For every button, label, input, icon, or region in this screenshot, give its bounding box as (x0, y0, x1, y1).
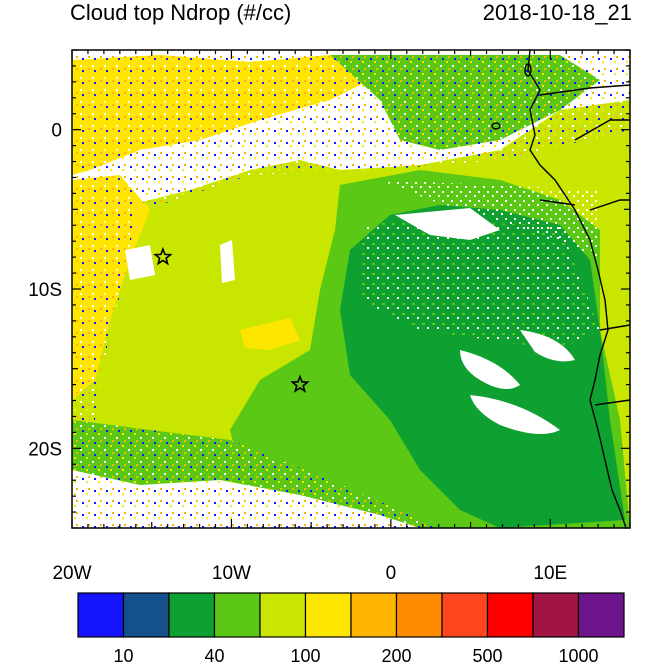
lon-label: 20W (52, 563, 91, 584)
star-marker-site-b (290, 374, 310, 393)
colorbar-label: 200 (381, 646, 411, 666)
star-marker-site-a (153, 246, 173, 266)
field-core-speckle (360, 220, 600, 350)
site-markers (153, 246, 310, 393)
map-timestamp: 2018-10-18_21 (482, 0, 632, 25)
colorbar-label: 100 (290, 646, 320, 666)
ndrop-field (72, 50, 630, 528)
colorbar-swatch (77, 592, 125, 638)
axis-ticks (71, 49, 631, 529)
map-title: Cloud top Ndrop (#/cc) (70, 0, 292, 25)
yellow-patch-west (240, 318, 300, 350)
colorbar-swatch (168, 592, 216, 638)
colorbar-label: 40 (204, 646, 224, 666)
lon-label: 10W (212, 563, 251, 584)
cloudfree-swirl-3 (520, 330, 575, 362)
coastline (491, 50, 630, 528)
axis-labels: 20W 10W 0 10E 0 10S 20S (28, 121, 567, 584)
colorbar: 10 40 100 200 500 1000 (77, 592, 625, 666)
colorbar-swatch (486, 592, 534, 638)
field-north-speckle (72, 50, 630, 220)
lat-label: 20S (28, 439, 62, 460)
colorbar-swatch (350, 592, 398, 638)
colorbar-swatch (213, 592, 261, 638)
cloudfree-patch (395, 208, 500, 240)
lon-label: 0 (386, 563, 397, 584)
colorbar-swatch (577, 592, 625, 638)
cloudfree-swirl-2 (470, 395, 560, 434)
field-west-speckle (72, 170, 135, 430)
lat-label: 0 (51, 121, 62, 142)
colorbar-label: 10 (113, 646, 133, 666)
colorbar-swatch (441, 592, 489, 638)
colorbar-label: 500 (472, 646, 502, 666)
white-speckle (380, 180, 600, 260)
lon-label: 10E (533, 563, 567, 584)
cloudfree-swirl-1 (460, 350, 520, 389)
lat-label: 10S (28, 280, 62, 301)
white-patch-west (125, 245, 155, 280)
colorbar-swatch (395, 592, 443, 638)
white-patch-mid (220, 240, 235, 283)
colorbar-swatch (122, 592, 170, 638)
colorbar-swatch (532, 592, 580, 638)
colorbar-label: 1000 (558, 646, 598, 666)
colorbar-swatch (259, 592, 307, 638)
colorbar-swatch (304, 592, 352, 638)
field-south-speckle (72, 420, 440, 528)
